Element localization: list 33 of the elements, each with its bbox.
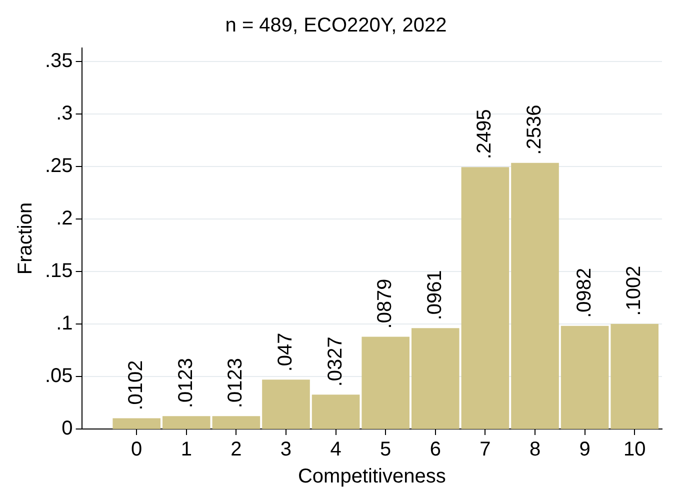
y-tick-label: .1 xyxy=(56,312,73,335)
y-tick-label: .05 xyxy=(44,365,73,388)
y-tick-label: .15 xyxy=(44,260,73,282)
chart-title: n = 489, ECO220Y, 2022 xyxy=(225,14,447,37)
data-label: .0123 xyxy=(224,358,247,408)
data-label: .1002 xyxy=(623,266,646,316)
y-tick-label: .35 xyxy=(44,50,73,72)
x-tick-label: 3 xyxy=(280,438,292,461)
data-label: .0961 xyxy=(424,270,446,320)
x-tick-label: 8 xyxy=(529,438,541,461)
data-label: .0327 xyxy=(324,336,346,387)
x-tick-label: 1 xyxy=(180,438,192,461)
data-label: .0102 xyxy=(125,360,148,410)
x-tick-label: 4 xyxy=(330,438,342,461)
x-tick-label: 9 xyxy=(579,438,590,461)
data-label: .2495 xyxy=(474,109,496,160)
x-tick-label: 0 xyxy=(131,438,142,461)
x-tick-label: 6 xyxy=(430,438,441,461)
y-tick-label: 0 xyxy=(62,418,73,440)
data-label: .0982 xyxy=(573,268,596,318)
x-tick-label: 10 xyxy=(623,438,646,461)
data-label: .047 xyxy=(274,332,297,372)
data-label: .0123 xyxy=(174,358,197,408)
x-tick-label: 5 xyxy=(380,438,392,461)
data-label: .2536 xyxy=(524,104,546,155)
x-tick-label: 2 xyxy=(230,438,242,461)
y-tick-label: .2 xyxy=(56,208,73,230)
data-label: .0879 xyxy=(374,278,396,329)
y-tick-label: .25 xyxy=(44,155,73,178)
x-tick-label: 7 xyxy=(480,438,491,461)
x-axis-title: Competitiveness xyxy=(298,466,446,488)
y-axis-title: Fraction xyxy=(14,202,37,275)
y-tick-label: .3 xyxy=(56,102,73,125)
